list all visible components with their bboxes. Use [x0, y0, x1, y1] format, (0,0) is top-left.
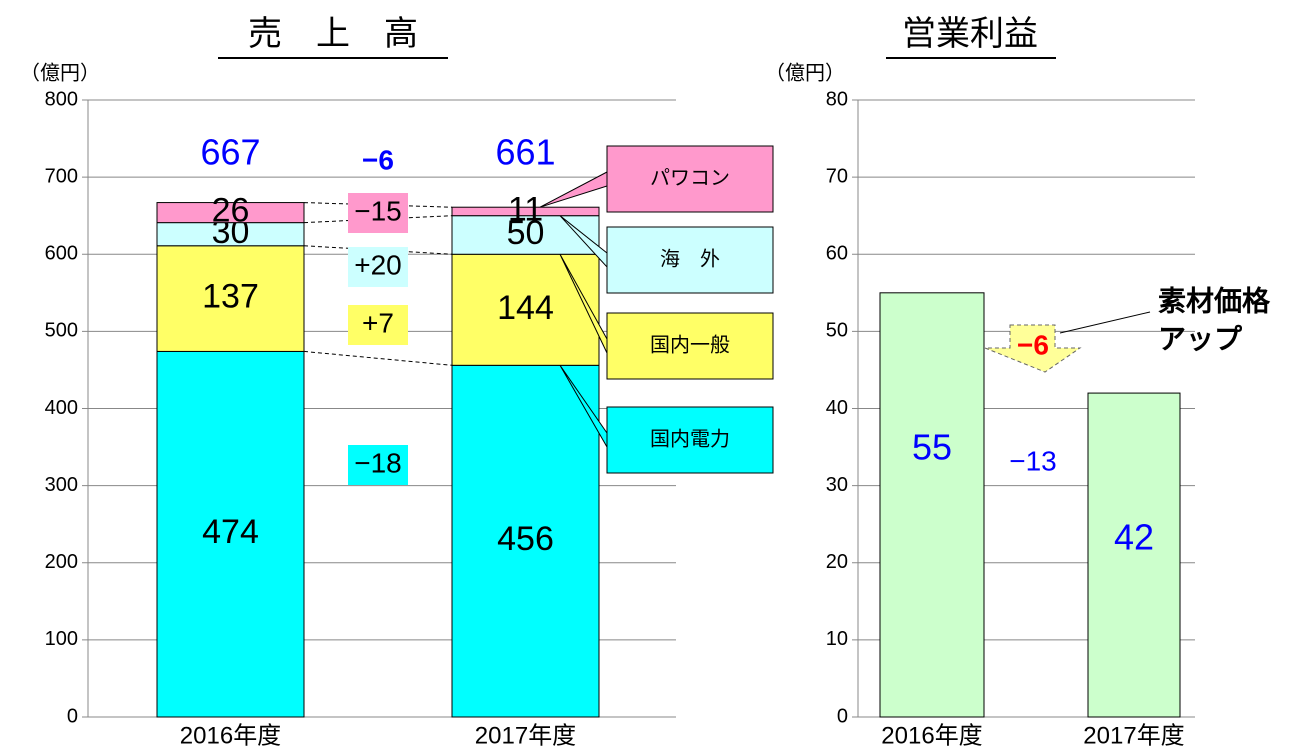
change-box: [348, 247, 408, 287]
change-label: −13: [1009, 445, 1057, 476]
y-tick-label: 30: [826, 474, 848, 496]
y-tick-label: 800: [45, 88, 78, 110]
annotation-arrow: [984, 324, 1082, 373]
annotation-text: 素材価格: [1158, 285, 1271, 316]
bar-label: 55: [912, 427, 952, 468]
segment-label: 11: [508, 190, 543, 228]
change-label: −18: [354, 447, 402, 478]
x-tick-label: 2016年度: [881, 722, 982, 749]
bar-segment: [451, 215, 600, 255]
y-tick-label: 300: [45, 474, 78, 496]
legend-label: 国内一般: [650, 333, 730, 356]
bar-segment: [156, 202, 305, 224]
annotation-value: −6: [1017, 329, 1049, 360]
legend-box: [606, 312, 774, 380]
bar-segment: [156, 350, 305, 718]
change-label: +20: [354, 249, 402, 280]
segment-label: 137: [202, 278, 259, 316]
y-tick-label: 60: [826, 243, 848, 265]
change-box: [348, 193, 408, 233]
y-tick-label: 400: [45, 397, 78, 419]
y-tick-label: 40: [826, 397, 848, 419]
segment-label: 50: [507, 214, 545, 252]
total-label: 667: [200, 132, 260, 173]
bar-label: 42: [1114, 517, 1154, 558]
y-tick-label: 0: [837, 705, 848, 727]
bar: [879, 292, 985, 718]
change-box: [348, 445, 408, 485]
y-tick-label: 10: [826, 628, 848, 650]
chart-title: 売 上 高: [248, 15, 418, 53]
y-tick-label: 100: [45, 628, 78, 650]
legend-box: [606, 145, 774, 213]
annotation-line: [1059, 311, 1151, 334]
segment-label: 26: [212, 192, 250, 230]
legend-label: 海 外: [660, 247, 720, 270]
y-tick-label: 700: [45, 165, 78, 187]
x-tick-label: 2017年度: [475, 722, 576, 749]
y-tick-label: 50: [826, 320, 848, 342]
y-tick-label: 80: [826, 88, 848, 110]
connector: [303, 215, 453, 224]
y-axis-label: （億円）: [20, 61, 100, 84]
y-tick-label: 500: [45, 320, 78, 342]
bar: [1087, 392, 1181, 718]
segment-label: 144: [497, 289, 554, 327]
connector: [303, 245, 453, 255]
bar-segment: [451, 206, 600, 217]
y-tick-label: 70: [826, 165, 848, 187]
change-label: +7: [362, 307, 394, 338]
segment-label: 474: [202, 513, 259, 551]
y-tick-label: 200: [45, 551, 78, 573]
chart-title: 営業利益: [902, 15, 1038, 53]
total-label: 661: [495, 132, 555, 173]
y-axis-label: （億円）: [765, 61, 845, 84]
legend-label: 国内電力: [650, 427, 730, 450]
x-tick-label: 2016年度: [180, 722, 281, 749]
legend-box: [606, 406, 774, 474]
change-box: [348, 305, 408, 345]
annotation-text: アップ: [1158, 323, 1243, 354]
legend-box: [606, 226, 774, 294]
connector: [303, 202, 453, 208]
y-tick-label: 0: [67, 705, 78, 727]
connector: [303, 350, 453, 366]
bar-segment: [451, 364, 600, 718]
segment-label: 456: [497, 520, 554, 558]
change-label: −15: [354, 195, 402, 226]
total-change: −6: [362, 144, 394, 175]
legend-label: パワコン: [650, 167, 730, 189]
x-tick-label: 2017年度: [1083, 722, 1184, 749]
y-tick-label: 600: [45, 243, 78, 265]
y-tick-label: 20: [826, 551, 848, 573]
bar-segment: [156, 245, 305, 352]
